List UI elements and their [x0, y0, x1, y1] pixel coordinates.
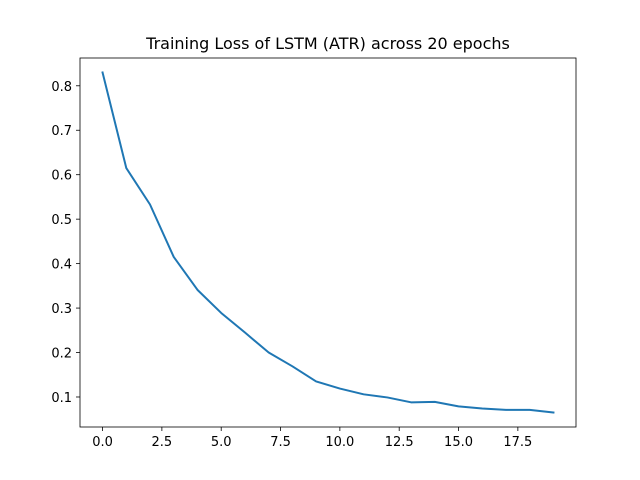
x-tick-label: 7.5: [270, 435, 291, 450]
y-axis: 0.1 0.2 0.3 0.4 0.5 0.6 0.7 0.8: [51, 80, 80, 406]
y-tick-label: 0.6: [51, 169, 72, 184]
chart-title: Training Loss of LSTM (ATR) across 20 ep…: [145, 34, 510, 53]
x-tick-label: 10.0: [325, 435, 354, 450]
series-line: [101, 71, 555, 414]
plot-frame: [79, 57, 577, 428]
x-axis: 0.0 2.5 5.0 7.5 10.0 12.5 15.0 17.5: [92, 427, 532, 450]
x-tick-label: 12.5: [385, 435, 414, 450]
y-tick-label: 0.8: [51, 80, 72, 95]
x-tick-label: 2.5: [152, 435, 173, 450]
y-tick-label: 0.3: [51, 302, 72, 317]
y-tick-label: 0.7: [51, 124, 72, 139]
y-tick-label: 0.5: [51, 213, 72, 228]
x-tick-label: 17.5: [503, 435, 532, 450]
y-tick-label: 0.4: [51, 258, 72, 273]
x-tick-label: 5.0: [211, 435, 232, 450]
x-tick-label: 0.0: [92, 435, 113, 450]
x-tick-label: 15.0: [444, 435, 473, 450]
y-tick-label: 0.2: [51, 347, 72, 362]
y-tick-label: 0.1: [51, 391, 72, 406]
plot-area: [101, 71, 555, 414]
